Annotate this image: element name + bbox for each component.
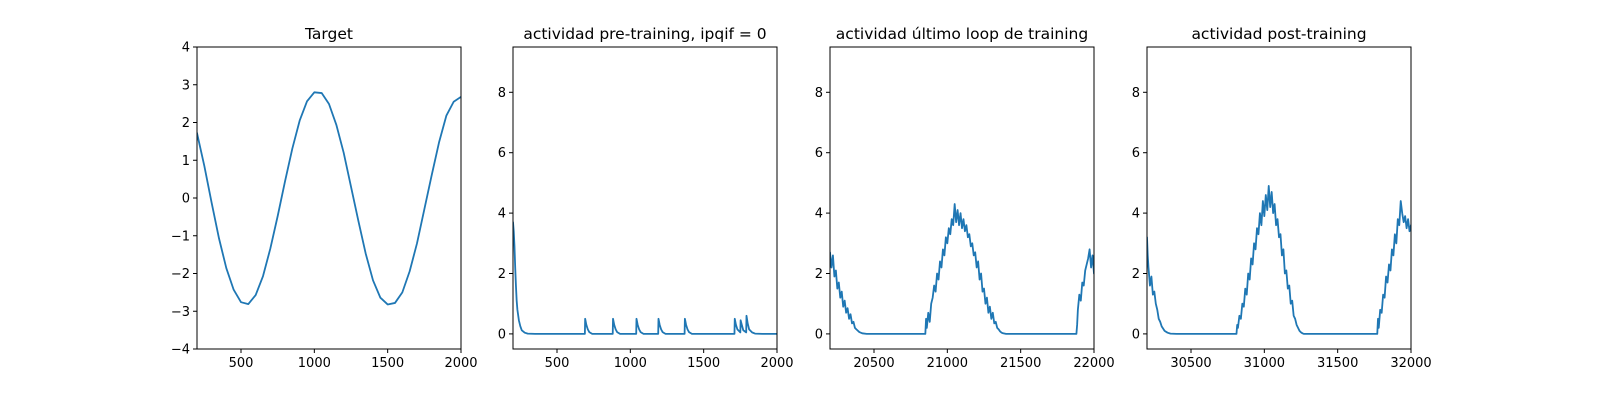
- x-tick-label: 30500: [1170, 356, 1211, 371]
- x-tick-label: 31500: [1317, 356, 1358, 371]
- panel-title: Target: [304, 25, 353, 43]
- chart-panel-4: 30500 31000 31500 32000 0 2 4 6 8 actividad post-…: [1132, 25, 1432, 371]
- y-tick-label: −2: [171, 267, 190, 282]
- y-tick-label: 4: [182, 41, 190, 56]
- x-tick-label: 2000: [760, 356, 793, 371]
- y-tick-label: −4: [171, 343, 190, 358]
- y-tick-label: 4: [498, 207, 506, 222]
- x-tick-label: 500: [545, 356, 570, 371]
- axes-frame: [829, 46, 1095, 350]
- y-tick-label: 1: [182, 154, 190, 169]
- y-tick-label: 6: [1132, 146, 1140, 161]
- x-tick-label: 20500: [853, 356, 894, 371]
- panel-title: actividad pre-training, ipqif = 0: [523, 25, 766, 43]
- y-tick-label: 4: [815, 207, 823, 222]
- x-tick-label: 21500: [1000, 356, 1041, 371]
- y-tick-label: 8: [815, 86, 823, 101]
- series-line: [1147, 185, 1411, 335]
- y-tick-label: 8: [498, 86, 506, 101]
- x-tick-label: 1000: [614, 356, 647, 371]
- x-tick-label: 1500: [687, 356, 720, 371]
- panel-title: actividad post-training: [1191, 25, 1366, 43]
- y-tick-label: 2: [1132, 267, 1140, 282]
- chart-panel-1: 500 1000 1500 2000 −4 −3 −2 −1 0 1 2 3 4 Target: [171, 25, 478, 371]
- y-tick-label: 6: [498, 146, 506, 161]
- series-line: [830, 203, 1094, 335]
- panel-title: actividad último loop de training: [836, 25, 1088, 43]
- y-tick-label: 2: [498, 267, 506, 282]
- chart-panel-2: 500 1000 1500 2000 0 2 4 6 8 actividad pre-traini…: [498, 25, 794, 371]
- axes-frame: [1146, 46, 1412, 350]
- chart-panel-3: 20500 21000 21500 22000 0 2 4 6 8 actividad últim…: [815, 25, 1115, 371]
- y-tick-label: 0: [182, 192, 190, 207]
- x-tick-label: 31000: [1244, 356, 1285, 371]
- y-tick-label: 6: [815, 146, 823, 161]
- x-tick-label: 1500: [371, 356, 404, 371]
- series-line: [513, 221, 777, 335]
- y-tick-label: 4: [1132, 207, 1140, 222]
- axes-frame: [512, 46, 778, 350]
- y-tick-label: −3: [171, 305, 190, 320]
- y-tick-label: 0: [1132, 327, 1140, 342]
- y-tick-label: 0: [815, 327, 823, 342]
- y-tick-label: 2: [815, 267, 823, 282]
- y-tick-label: 8: [1132, 86, 1140, 101]
- y-tick-label: 0: [498, 327, 506, 342]
- series-line: [197, 91, 461, 306]
- x-tick-label: 2000: [444, 356, 477, 371]
- x-tick-label: 21000: [927, 356, 968, 371]
- y-tick-label: −1: [171, 229, 190, 244]
- x-tick-label: 22000: [1073, 356, 1114, 371]
- x-tick-label: 500: [229, 356, 254, 371]
- x-tick-label: 1000: [298, 356, 331, 371]
- x-tick-label: 32000: [1390, 356, 1431, 371]
- y-tick-label: 3: [182, 78, 190, 93]
- y-tick-label: 2: [182, 116, 190, 131]
